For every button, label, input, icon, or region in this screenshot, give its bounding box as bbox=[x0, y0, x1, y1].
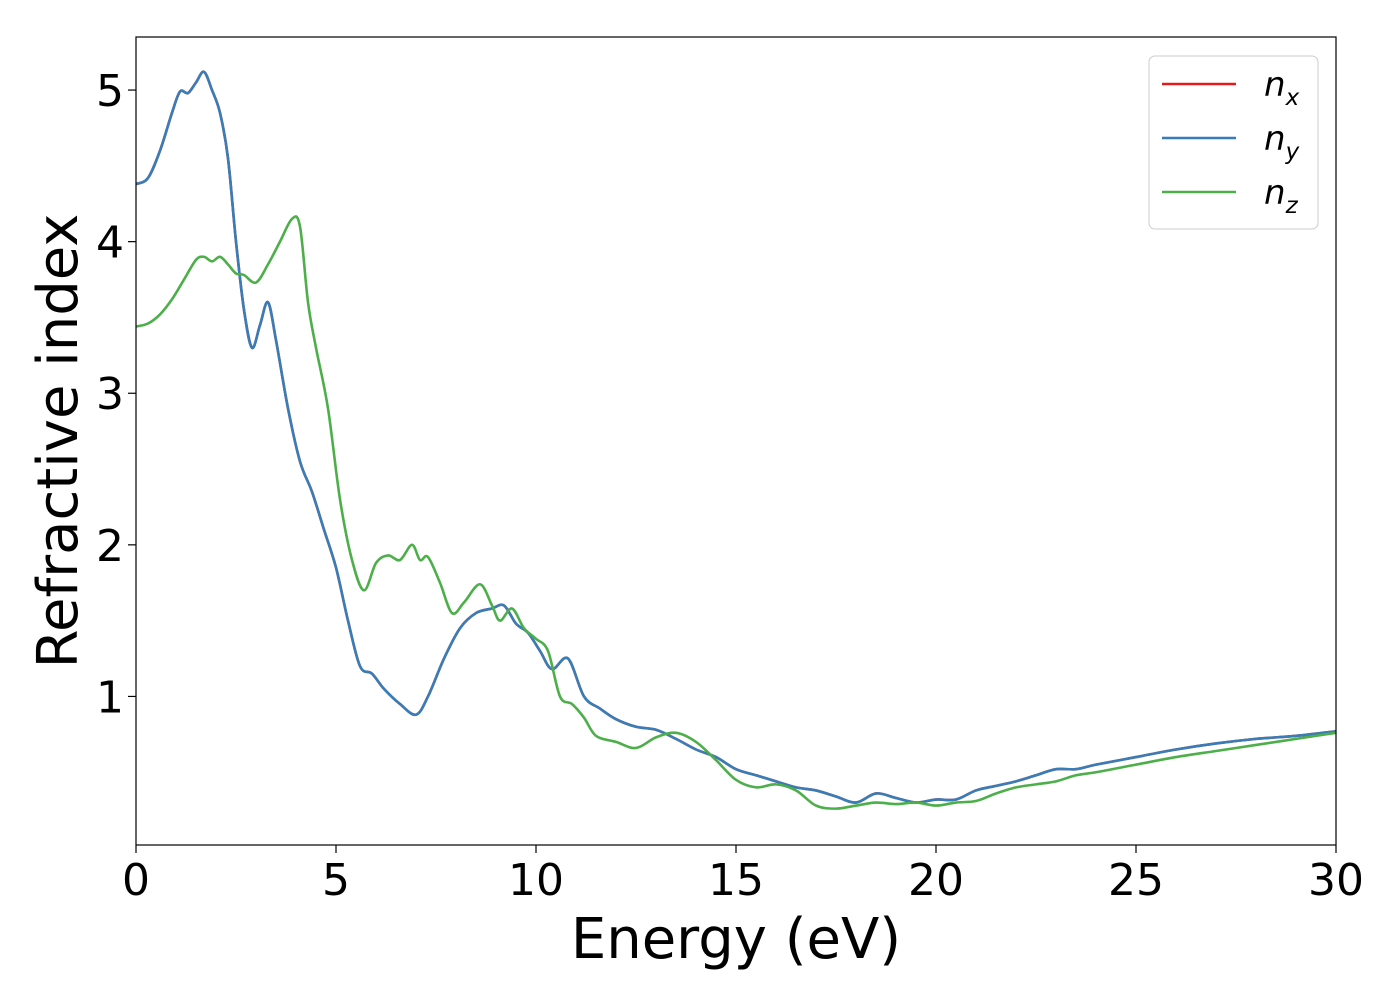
y-tick-label: 5 bbox=[96, 66, 124, 117]
series-group bbox=[136, 70, 1336, 810]
y-tick-label: 2 bbox=[96, 521, 124, 572]
x-tick-label: 20 bbox=[908, 855, 964, 906]
series-line-z bbox=[136, 215, 1336, 810]
x-axis-ticks: 0 5 10 15 20 25 30 bbox=[122, 845, 1364, 906]
legend-items: nx ny nz bbox=[1162, 65, 1300, 219]
x-tick-label: 15 bbox=[708, 855, 764, 906]
y-tick-label: 4 bbox=[96, 218, 124, 269]
x-axis-title: Energy (eV) bbox=[571, 907, 901, 972]
y-axis-title: Refractive index bbox=[26, 214, 91, 669]
y-tick-label: 1 bbox=[96, 672, 124, 723]
x-tick-label: 10 bbox=[508, 855, 564, 906]
series-line-y bbox=[136, 70, 1336, 804]
x-tick-label: 30 bbox=[1308, 855, 1364, 906]
legend-label-x: nx bbox=[1264, 65, 1300, 111]
legend-label-z: nz bbox=[1264, 173, 1299, 219]
legend-box bbox=[1148, 55, 1319, 230]
legend: nx ny nz bbox=[1148, 55, 1319, 230]
y-axis-ticks: 1 2 3 4 5 bbox=[96, 66, 136, 723]
y-tick-label: 3 bbox=[96, 369, 124, 420]
x-tick-label: 25 bbox=[1108, 855, 1164, 906]
legend-label-y: ny bbox=[1264, 119, 1300, 165]
x-tick-label: 5 bbox=[322, 855, 350, 906]
x-tick-label: 0 bbox=[122, 855, 150, 906]
